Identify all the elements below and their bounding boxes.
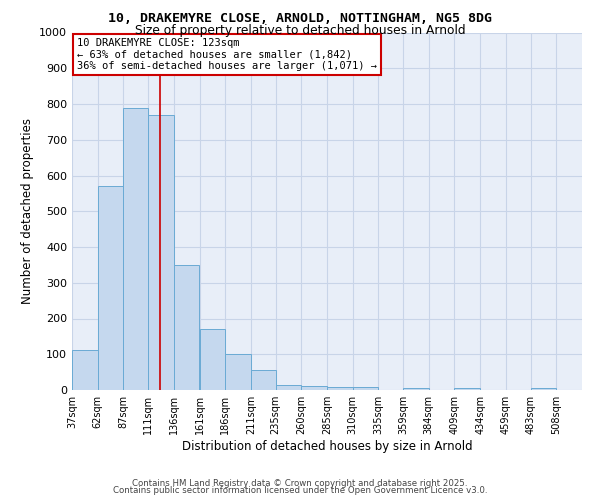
Bar [225,354,251,390]
Text: Size of property relative to detached houses in Arnold: Size of property relative to detached ho… [134,24,466,37]
Bar [98,186,124,390]
Bar [403,388,429,390]
Text: Contains public sector information licensed under the Open Government Licence v3: Contains public sector information licen… [113,486,487,495]
Bar [72,350,98,390]
Bar [327,387,353,390]
Text: 10 DRAKEMYRE CLOSE: 123sqm
← 63% of detached houses are smaller (1,842)
36% of s: 10 DRAKEMYRE CLOSE: 123sqm ← 63% of deta… [77,38,377,71]
Y-axis label: Number of detached properties: Number of detached properties [20,118,34,304]
Text: Contains HM Land Registry data © Crown copyright and database right 2025.: Contains HM Land Registry data © Crown c… [132,478,468,488]
Bar [530,388,556,390]
Bar [148,114,174,390]
Bar [455,388,480,390]
X-axis label: Distribution of detached houses by size in Arnold: Distribution of detached houses by size … [182,440,472,453]
Bar [199,329,225,390]
Bar [174,265,199,390]
Bar [124,108,148,390]
Bar [301,386,327,390]
Bar [251,370,275,390]
Bar [275,384,301,390]
Bar [353,387,379,390]
Text: 10, DRAKEMYRE CLOSE, ARNOLD, NOTTINGHAM, NG5 8DG: 10, DRAKEMYRE CLOSE, ARNOLD, NOTTINGHAM,… [108,12,492,26]
